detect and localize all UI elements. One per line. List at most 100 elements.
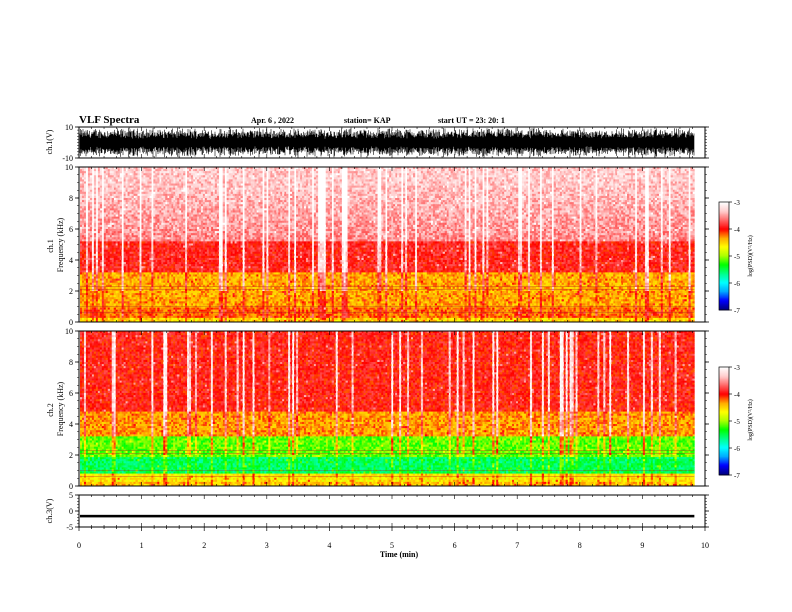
spectrogram-cell-row: [676, 245, 679, 248]
spectrogram-cell-row: [456, 171, 459, 174]
spectrogram-cell-row: [327, 187, 330, 191]
spectrogram-cell-row: [313, 249, 317, 253]
spectrogram-cell-row: [537, 204, 541, 207]
spectrogram-cell-row: [361, 243, 364, 246]
spectrogram-cell-row: [678, 237, 681, 240]
spectrogram-cell-row: [577, 247, 580, 250]
spectrogram-cell-row: [214, 231, 218, 234]
spectrogram-cell-row: [442, 206, 445, 209]
spectrogram-cell-row: [628, 235, 632, 238]
spectrogram-cell-row: [313, 183, 317, 186]
spectrogram-cell-row: [636, 247, 640, 250]
spectrogram-cell-row: [109, 222, 113, 226]
spectrogram-cell-row: [575, 171, 578, 174]
spectrogram-cell-row: [529, 175, 533, 178]
spectrogram-cell-row: [206, 243, 210, 246]
spectrogram-cell-row: [502, 220, 505, 224]
spectrogram-cell-row: [537, 247, 541, 250]
spectrogram-cell-row: [547, 229, 550, 232]
spectrogram-cell-row: [521, 218, 525, 222]
spectrogram-cell-row: [506, 229, 509, 232]
spectrogram-cell-row: [420, 229, 424, 232]
spectrogram-cell-row: [512, 245, 515, 248]
spectrogram-cell-row: [547, 245, 550, 248]
spectrogram-cell-row: [185, 189, 188, 193]
spectrogram-cell-row: [248, 171, 251, 174]
spectrogram-cell-row: [375, 187, 378, 191]
spectrogram-cell-row: [591, 191, 594, 195]
spectrogram-cell-row: [484, 224, 487, 228]
spectrogram-cell-row: [416, 245, 420, 248]
spectrogram-cell-row: [393, 216, 396, 219]
spectrogram-cell-row: [512, 231, 515, 234]
spectrogram-cell-row: [327, 181, 330, 184]
spectrogram-cell-row: [301, 251, 305, 255]
spectrogram-cell-row: [250, 243, 253, 246]
spectrogram-cell-row: [171, 169, 174, 172]
spectrogram-cell-row: [183, 241, 186, 244]
spectrogram-cell-row: [609, 251, 612, 255]
spectrogram-cell-row: [416, 189, 424, 193]
spectrogram-cell-row: [428, 216, 432, 219]
spectrogram-cell-row: [692, 198, 695, 201]
spectrogram-cell-row: [632, 224, 636, 228]
spectrogram-cell-row: [202, 204, 206, 207]
spectrogram-cell-row: [624, 247, 628, 250]
spectrogram-cell-row: [595, 249, 598, 253]
spectrogram-cell-row: [517, 229, 521, 232]
spectrogram-cell-row: [551, 245, 554, 248]
spectrogram-cell-row: [623, 212, 626, 215]
spectrogram-cell-row: [173, 183, 176, 186]
spectrogram-cell-row: [115, 187, 118, 191]
spectrogram-cell-row: [589, 229, 592, 232]
spectrogram-cell-row: [670, 218, 673, 222]
spectrogram-cell-row: [200, 241, 204, 244]
spectrogram-cell-row: [129, 233, 132, 236]
spectrogram-cell-row: [611, 233, 614, 236]
spectrogram-cell-row: [397, 204, 400, 207]
spectrogram-cell-row: [486, 216, 489, 219]
spectrogram-cell-row: [405, 249, 408, 253]
spectrogram-cell-row: [252, 171, 255, 174]
spectrogram-cell-row: [498, 208, 501, 211]
spectrogram-cell-row: [89, 218, 93, 222]
spectrogram-cell-row: [246, 249, 249, 253]
spectrogram-cell-row: [444, 200, 447, 203]
spectrogram-cell-row: [189, 222, 192, 226]
spectrogram-cell-row: [145, 253, 148, 257]
spectrogram-cell-row: [105, 179, 439, 182]
spectrogram-cell-row: [658, 212, 661, 215]
ch1-waveform-panel: 10-10 ch.1(V): [45, 123, 709, 163]
spectrogram-cell-row: [361, 241, 364, 244]
spectrogram-cell-row: [569, 251, 572, 255]
spectrogram-cell-row: [151, 214, 154, 217]
spectrogram-cell-row: [577, 222, 580, 226]
spectrogram-cell-row: [137, 210, 140, 213]
spectrogram-cell-row: [405, 241, 408, 244]
spectrogram-cell-row: [557, 187, 560, 191]
spectrogram-cell-row: [535, 179, 539, 182]
spectrogram-cell-row: [145, 231, 148, 234]
spectrogram-cell-row: [504, 226, 507, 230]
spectrogram-cell-row: [222, 222, 225, 226]
spectrogram-cell-row: [260, 226, 263, 230]
spectrogram-cell-row: [638, 247, 642, 250]
spectrogram-cell-row: [466, 235, 469, 238]
spectrogram-cell-row: [591, 247, 594, 250]
spectrogram-cell-row: [157, 251, 160, 255]
spectrogram-cell-row: [248, 226, 251, 230]
spectrogram-cell-row: [115, 233, 118, 236]
spectrogram-cell-row: [93, 233, 97, 236]
spectrogram-cell-row: [226, 208, 229, 211]
spectrogram-cell-row: [426, 229, 430, 232]
spectrogram-cell-row: [601, 212, 604, 215]
spectrogram-cell-row: [579, 206, 582, 209]
spectrogram-cell-row: [371, 249, 374, 253]
spectrogram-cell-row: [581, 233, 584, 236]
spectrogram-cell-row: [133, 191, 136, 195]
spectrogram-cell-row: [516, 183, 519, 186]
spectrogram-cell-row: [149, 169, 152, 172]
spectrogram-cell-row: [105, 243, 109, 246]
spectrogram-cell-row: [133, 173, 136, 176]
spectrogram-cell-row: [151, 224, 154, 228]
